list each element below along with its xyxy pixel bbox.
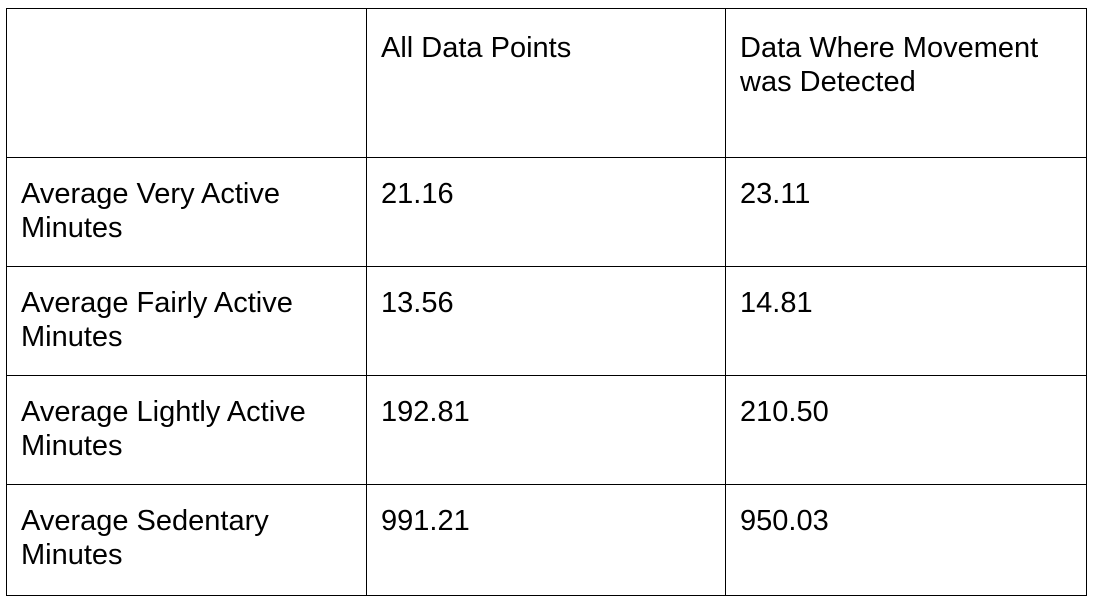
row-label: Average Fairly Active Minutes — [6, 266, 367, 376]
cell-all-data-points: 192.81 — [366, 375, 726, 485]
header-cell-all-data-points: All Data Points — [366, 8, 726, 158]
header-cell-movement-detected: Data Where Movement was Detected — [725, 8, 1087, 158]
table-row: Average Sedentary Minutes 991.21 950.03 — [6, 484, 1087, 596]
cell-movement-detected: 23.11 — [725, 157, 1087, 267]
cell-all-data-points: 13.56 — [366, 266, 726, 376]
cell-movement-detected: 14.81 — [725, 266, 1087, 376]
table-row: Average Very Active Minutes 21.16 23.11 — [6, 157, 1087, 267]
row-label: Average Sedentary Minutes — [6, 484, 367, 596]
header-cell-empty — [6, 8, 367, 158]
cell-movement-detected: 950.03 — [725, 484, 1087, 596]
row-label: Average Very Active Minutes — [6, 157, 367, 267]
table-row: Average Lightly Active Minutes 192.81 21… — [6, 375, 1087, 485]
table-row: Average Fairly Active Minutes 13.56 14.8… — [6, 266, 1087, 376]
row-label: Average Lightly Active Minutes — [6, 375, 367, 485]
cell-all-data-points: 991.21 — [366, 484, 726, 596]
cell-movement-detected: 210.50 — [725, 375, 1087, 485]
table-header-row: All Data Points Data Where Movement was … — [6, 8, 1087, 158]
activity-minutes-table: All Data Points Data Where Movement was … — [6, 8, 1087, 596]
cell-all-data-points: 21.16 — [366, 157, 726, 267]
